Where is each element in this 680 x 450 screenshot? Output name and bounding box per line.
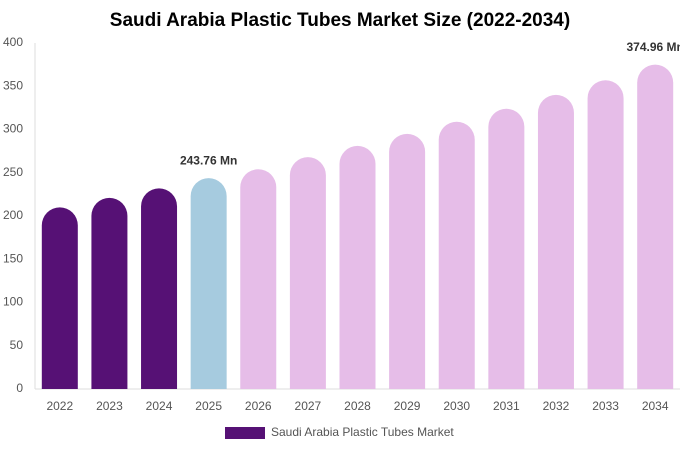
y-tick-label: 350	[3, 78, 23, 92]
x-tick-label: 2025	[195, 399, 222, 413]
bar	[438, 121, 475, 389]
bar	[41, 207, 78, 389]
value-label: 374.96 Mn	[627, 40, 680, 54]
x-tick-label: 2033	[592, 399, 619, 413]
bar	[91, 197, 128, 389]
y-tick-label: 100	[3, 295, 23, 309]
x-tick-label: 2032	[543, 399, 570, 413]
x-tick-label: 2022	[46, 399, 73, 413]
x-tick-label: 2034	[642, 399, 669, 413]
bar	[289, 157, 326, 389]
y-tick-label: 0	[16, 381, 23, 395]
value-label: 243.76 Mn	[180, 153, 237, 167]
x-tick-label: 2023	[96, 399, 123, 413]
x-tick-label: 2030	[443, 399, 470, 413]
y-tick-label: 150	[3, 251, 23, 265]
x-tick-label: 2026	[245, 399, 272, 413]
y-tick-label: 250	[3, 165, 23, 179]
chart-title: Saudi Arabia Plastic Tubes Market Size (…	[110, 10, 570, 31]
legend-label: Saudi Arabia Plastic Tubes Market	[271, 425, 454, 439]
bar	[389, 133, 426, 389]
bar	[339, 145, 376, 389]
x-tick-label: 2029	[394, 399, 421, 413]
x-tick-label: 2024	[146, 399, 173, 413]
bar	[587, 80, 624, 389]
y-tick-label: 200	[3, 208, 23, 222]
bar	[240, 169, 277, 389]
y-tick-label: 300	[3, 122, 23, 136]
bar	[141, 188, 178, 389]
y-tick-label: 400	[3, 35, 23, 49]
bar	[537, 94, 574, 389]
bar	[637, 64, 674, 389]
bar	[190, 178, 227, 389]
legend-swatch	[225, 427, 265, 439]
bar	[488, 108, 525, 389]
x-tick-label: 2027	[295, 399, 322, 413]
x-tick-label: 2031	[493, 399, 520, 413]
y-tick-label: 50	[10, 338, 24, 352]
x-tick-label: 2028	[344, 399, 371, 413]
